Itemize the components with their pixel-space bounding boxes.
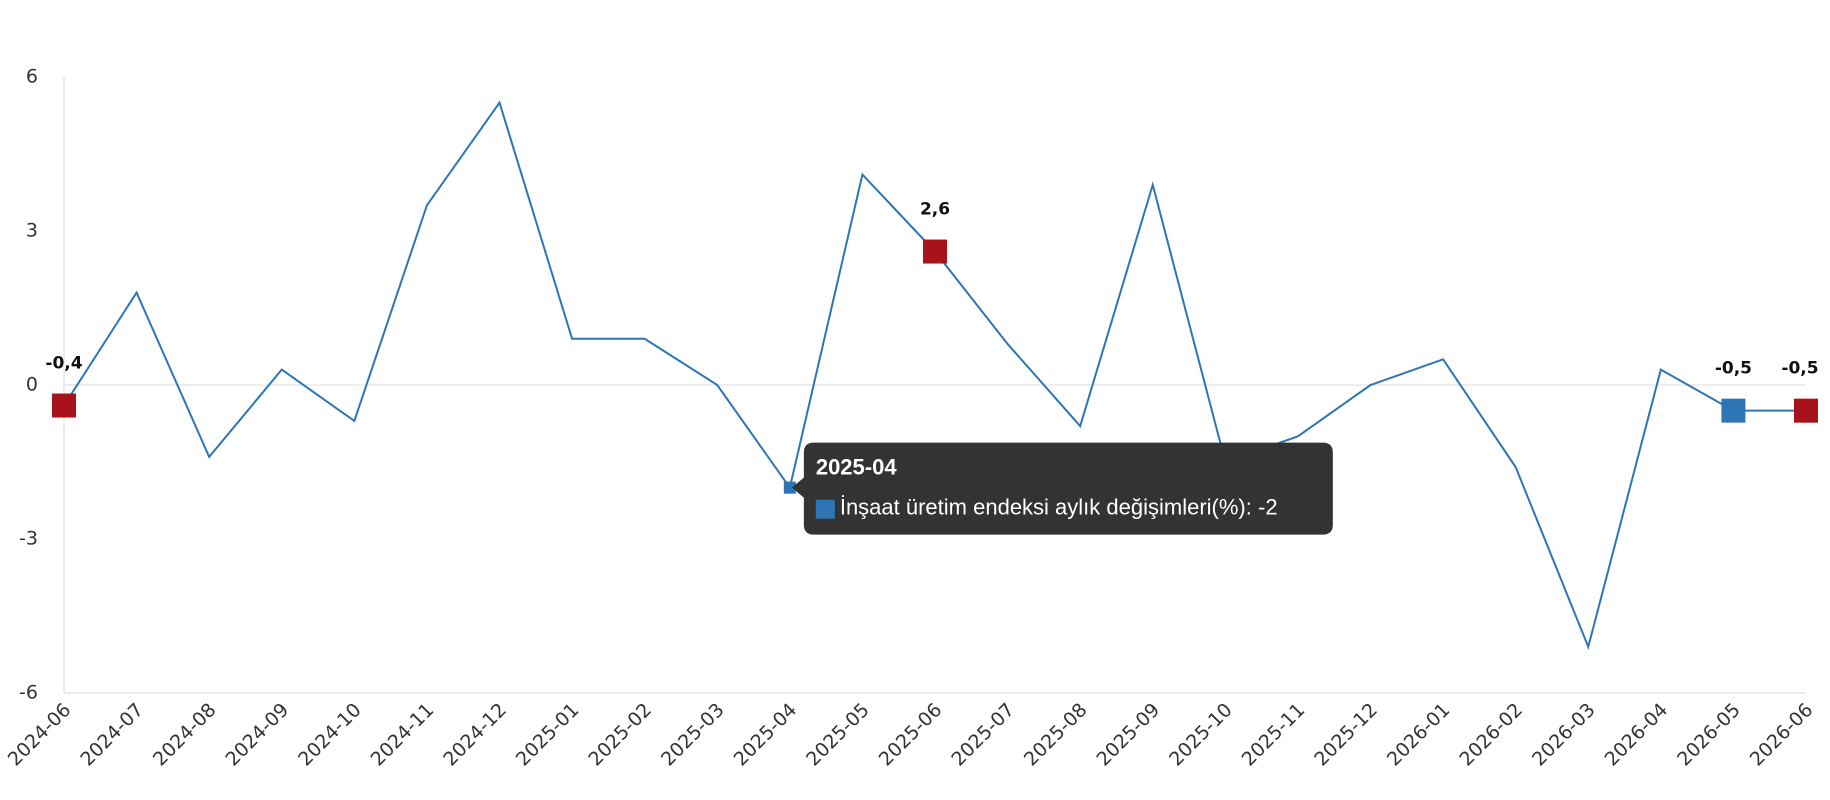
x-tick-label: 2025-09 <box>1092 699 1164 771</box>
x-tick-label: 2025-06 <box>875 699 947 771</box>
tooltip-text: İnşaat üretim endeksi aylık değişimleri(… <box>840 494 1278 519</box>
y-tick-label: 6 <box>26 66 38 88</box>
x-tick-label: 2026-01 <box>1383 699 1455 771</box>
value-label: -0,5 <box>1715 359 1752 379</box>
x-tick-label: 2024-11 <box>367 699 439 771</box>
x-tick-label: 2026-05 <box>1673 699 1745 771</box>
y-tick-label: -3 <box>19 528 38 550</box>
marker <box>923 239 947 264</box>
x-tick-label: 2025-01 <box>512 699 584 771</box>
x-tick-label: 2026-03 <box>1528 699 1600 771</box>
tooltip-series: İnşaat üretim endeksi aylık değişimleri(… <box>840 494 1246 519</box>
value-label: -0,4 <box>45 354 82 374</box>
x-tick-label: 2025-05 <box>802 699 874 771</box>
line <box>63 100 1806 650</box>
tooltip-sep: : <box>1246 494 1258 519</box>
x-tick-label: 2024-08 <box>149 699 221 771</box>
y-tick-label: -6 <box>19 682 38 704</box>
x-tick-label: 2025-11 <box>1238 699 1310 771</box>
x-tick-label: 2024-09 <box>221 699 293 771</box>
x-tick-label: 2024-12 <box>439 699 511 771</box>
x-tick-label: 2025-03 <box>657 699 729 771</box>
x-tick-label: 2026-06 <box>1746 699 1818 771</box>
x-tick-label: 2025-10 <box>1165 699 1237 771</box>
x-tick-label: 2025-08 <box>1020 699 1092 771</box>
marker <box>52 393 76 418</box>
x-tick-label: 2026-02 <box>1455 699 1527 771</box>
x-tick-label: 2024-07 <box>76 699 148 771</box>
x-tick-label: 2025-02 <box>584 699 656 771</box>
x-tick-label: 2024-06 <box>4 699 76 771</box>
marker <box>1721 398 1746 423</box>
x-tick-label: 2025-07 <box>947 699 1019 771</box>
tooltip-value: -2 <box>1258 494 1278 519</box>
x-tick-label: 2026-04 <box>1601 699 1673 771</box>
tooltip-box <box>791 442 1333 535</box>
x-tick-label: 2025-12 <box>1310 699 1382 771</box>
tooltip: 2025-04 İnşaat üretim endeksi aylık deği… <box>791 442 1333 535</box>
marker <box>1794 398 1818 423</box>
tooltip-swatch <box>815 499 835 519</box>
x-tick-label: 2025-04 <box>730 699 802 771</box>
y-tick-label: 0 <box>26 374 38 396</box>
value-label: -0,5 <box>1781 359 1818 379</box>
y-tick-label: 3 <box>26 220 38 242</box>
hover-marker <box>783 481 796 494</box>
x-tick-label: 2024-10 <box>294 699 366 771</box>
tooltip-title: 2025-04 <box>816 454 898 479</box>
value-label: 2,6 <box>920 200 950 220</box>
